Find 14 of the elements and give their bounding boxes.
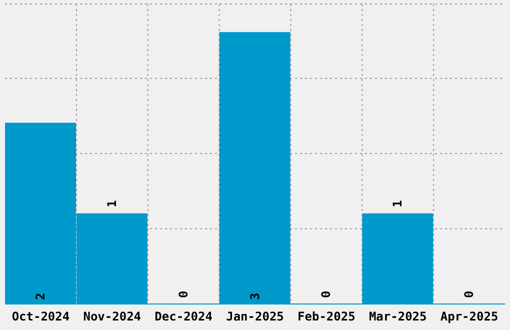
x-tick-label: Oct-2024 [12, 310, 70, 324]
x-tick-label: Mar-2025 [368, 310, 427, 324]
x-tick-label: Feb-2025 [298, 310, 356, 324]
data-label: 3 [248, 292, 262, 300]
x-tick-label: Jan-2025 [226, 310, 284, 324]
data-label: 2 [34, 292, 48, 300]
x-tick-label: Dec-2024 [154, 310, 212, 324]
data-label: 1 [104, 200, 119, 208]
data-label: 1 [390, 200, 405, 208]
x-tick-label: Nov-2024 [83, 310, 142, 324]
data-label: 0 [319, 290, 334, 298]
data-label: 0 [176, 290, 190, 298]
data-label: 0 [462, 290, 476, 298]
x-tick-label: Apr-2025 [440, 310, 498, 324]
